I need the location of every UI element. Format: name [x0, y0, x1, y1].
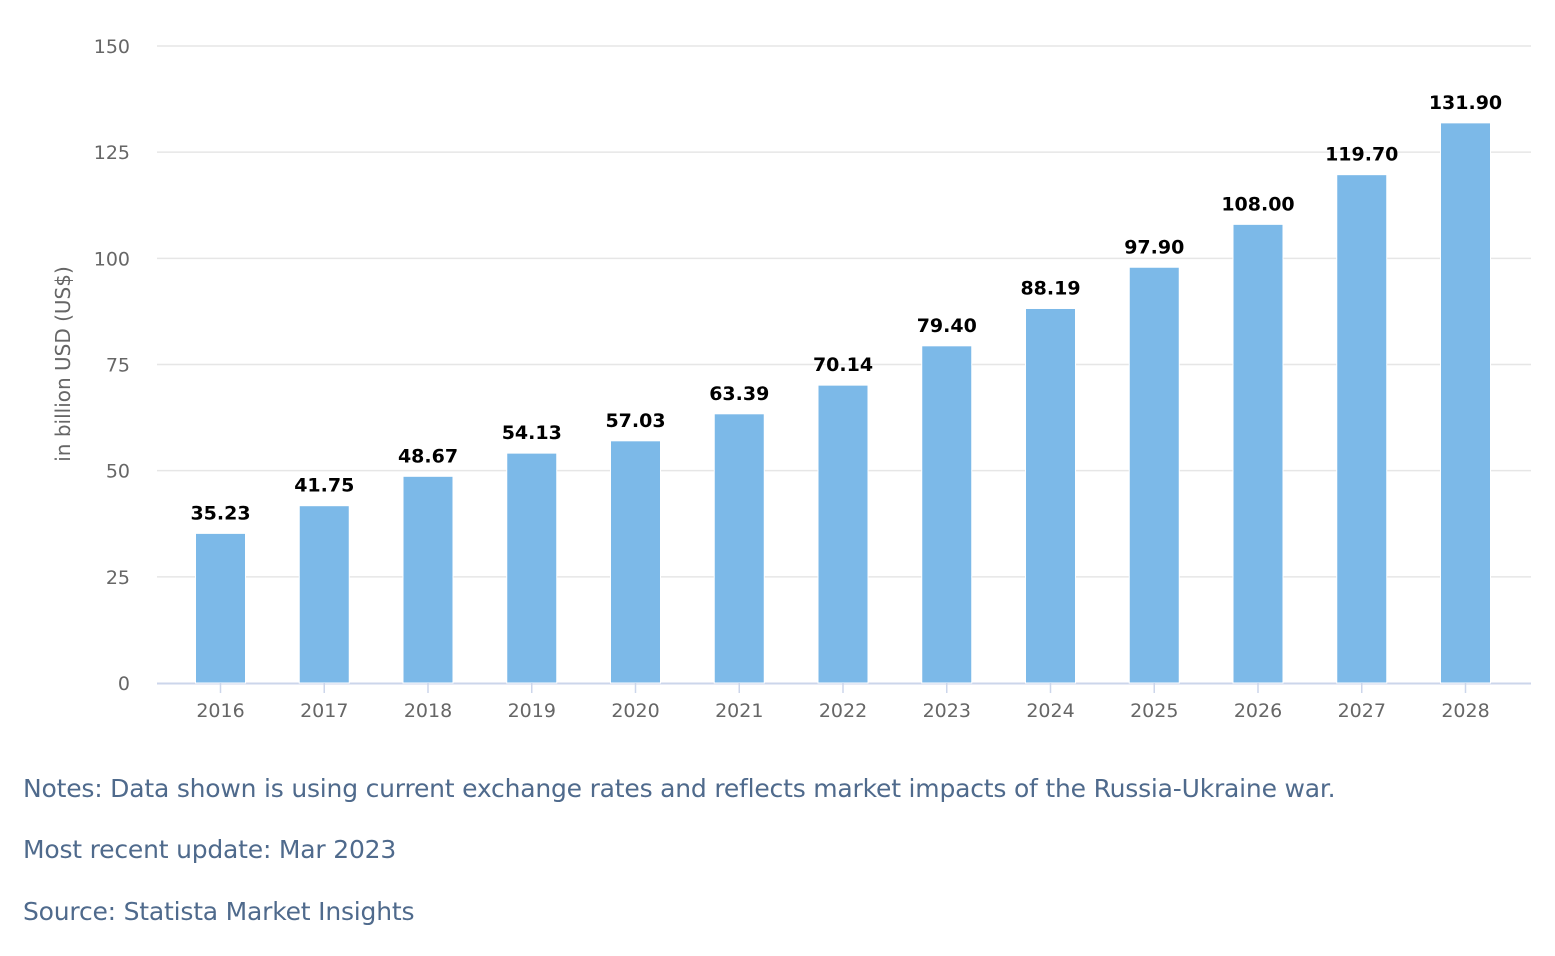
x-tick-label: 2025 — [1130, 700, 1178, 722]
notes-text: Notes: Data shown is using current excha… — [23, 774, 1336, 803]
data-label: 79.40 — [917, 315, 977, 337]
source-text: Source: Statista Market Insights — [23, 897, 415, 926]
x-tick-label: 2020 — [611, 700, 659, 722]
x-tick-label: 2027 — [1338, 700, 1386, 722]
x-tick-label: 2019 — [508, 700, 556, 722]
x-tick-label: 2016 — [196, 700, 244, 722]
y-tick-label: 75 — [106, 355, 130, 377]
bar-2021[interactable] — [713, 413, 765, 684]
x-tick-label: 2023 — [923, 700, 971, 722]
x-tick-label: 2028 — [1441, 700, 1489, 722]
data-label: 57.03 — [605, 410, 665, 432]
bar-2022[interactable] — [817, 384, 869, 684]
bar-2020[interactable] — [610, 440, 661, 684]
y-tick-label: 25 — [106, 567, 130, 589]
x-tick-label: 2024 — [1026, 700, 1074, 722]
bar-2019[interactable] — [506, 452, 558, 684]
bar-chart: 0 25 50 75 100 125 150 2016 35.23 2017 41.75 2018 4… — [51, 36, 1531, 722]
y-tick-label: 0 — [118, 673, 130, 695]
bar-2025[interactable] — [1128, 266, 1180, 684]
data-label: 35.23 — [190, 502, 250, 524]
bar-2016[interactable] — [195, 532, 246, 684]
data-label: 97.90 — [1124, 236, 1184, 258]
y-tick-label: 125 — [94, 142, 130, 164]
bar-2024[interactable] — [1025, 307, 1076, 684]
y-axis-label: in billion USD (US$) — [51, 266, 75, 462]
data-label: 119.70 — [1325, 144, 1398, 166]
bar-2023[interactable] — [921, 345, 973, 684]
x-tick-label: 2021 — [715, 700, 763, 722]
data-label: 48.67 — [398, 445, 458, 467]
bar-2028[interactable] — [1440, 122, 1491, 684]
update-text: Most recent update: Mar 2023 — [23, 835, 397, 864]
y-tick-label: 100 — [94, 248, 130, 270]
data-label: 54.13 — [502, 422, 562, 444]
data-label: 131.90 — [1429, 92, 1502, 114]
x-tick-label: 2022 — [819, 700, 867, 722]
bar-2018[interactable] — [402, 475, 454, 684]
y-tick-label: 50 — [106, 461, 130, 483]
data-label: 70.14 — [813, 354, 873, 376]
x-tick-label: 2026 — [1234, 700, 1282, 722]
y-tick-label: 150 — [94, 36, 130, 58]
bar-2026[interactable] — [1232, 223, 1284, 684]
data-label: 108.00 — [1221, 193, 1294, 215]
data-label: 88.19 — [1020, 277, 1080, 299]
bar-2027[interactable] — [1336, 174, 1388, 684]
bar-2017[interactable] — [298, 505, 350, 684]
data-label: 41.75 — [294, 475, 354, 497]
data-label: 63.39 — [709, 383, 769, 405]
x-tick-label: 2018 — [404, 700, 452, 722]
x-tick-label: 2017 — [300, 700, 348, 722]
